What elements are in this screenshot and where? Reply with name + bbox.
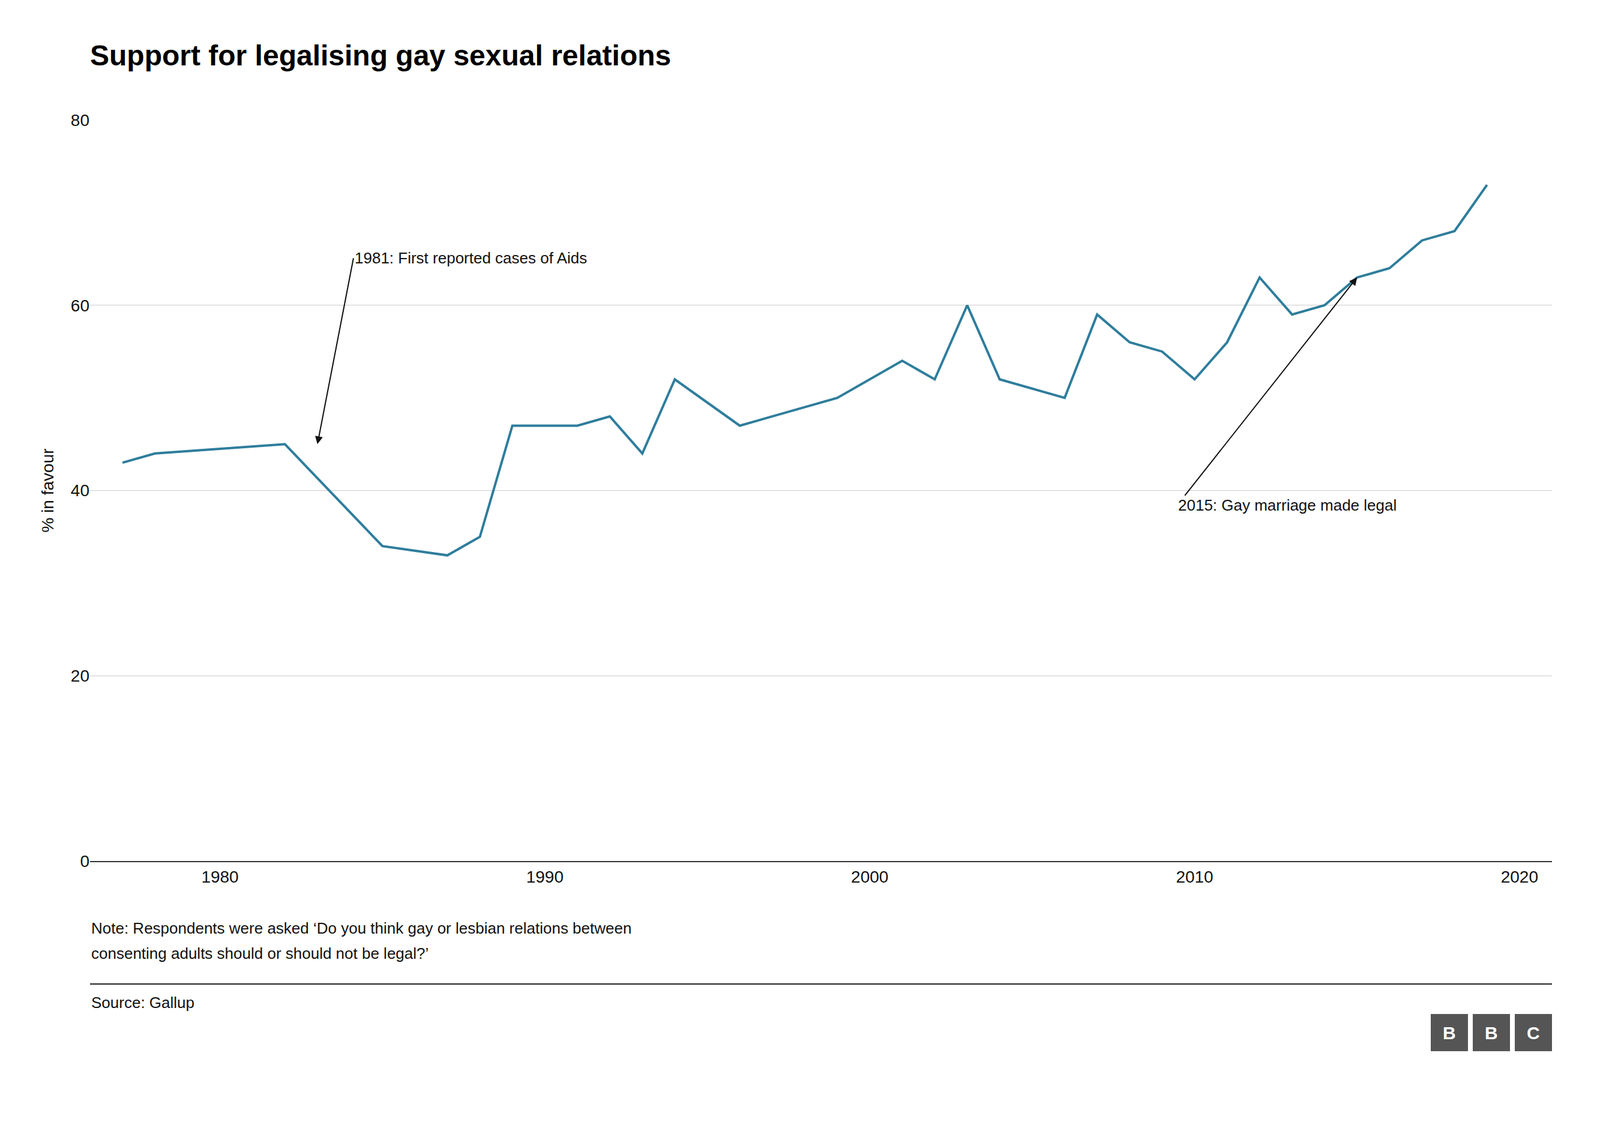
svg-text:C: C bbox=[1526, 1023, 1540, 1044]
svg-text:Source: Gallup: Source: Gallup bbox=[91, 993, 195, 1012]
svg-text:60: 60 bbox=[70, 296, 90, 316]
svg-text:% in favour: % in favour bbox=[38, 448, 58, 533]
svg-text:2000: 2000 bbox=[851, 867, 889, 887]
svg-text:Support for legalising gay sex: Support for legalising gay sexual relati… bbox=[90, 39, 671, 72]
svg-text:80: 80 bbox=[70, 111, 90, 130]
svg-text:Note: Respondents were asked ‘: Note: Respondents were asked ‘Do you thi… bbox=[91, 919, 632, 938]
svg-text:1981: First reported cases of: 1981: First reported cases of Aids bbox=[354, 249, 587, 268]
svg-text:20: 20 bbox=[70, 666, 90, 686]
svg-text:1990: 1990 bbox=[526, 867, 564, 887]
svg-text:2020: 2020 bbox=[1500, 867, 1539, 887]
svg-text:B: B bbox=[1442, 1023, 1456, 1044]
svg-text:consenting adults should or sh: consenting adults should or should not b… bbox=[91, 944, 429, 963]
svg-text:2010: 2010 bbox=[1175, 867, 1213, 887]
svg-text:0: 0 bbox=[79, 852, 90, 871]
svg-text:B: B bbox=[1484, 1023, 1498, 1044]
svg-text:1980: 1980 bbox=[201, 867, 239, 887]
svg-text:2015: Gay marriage made legal: 2015: Gay marriage made legal bbox=[1178, 496, 1397, 515]
svg-text:40: 40 bbox=[70, 481, 90, 500]
